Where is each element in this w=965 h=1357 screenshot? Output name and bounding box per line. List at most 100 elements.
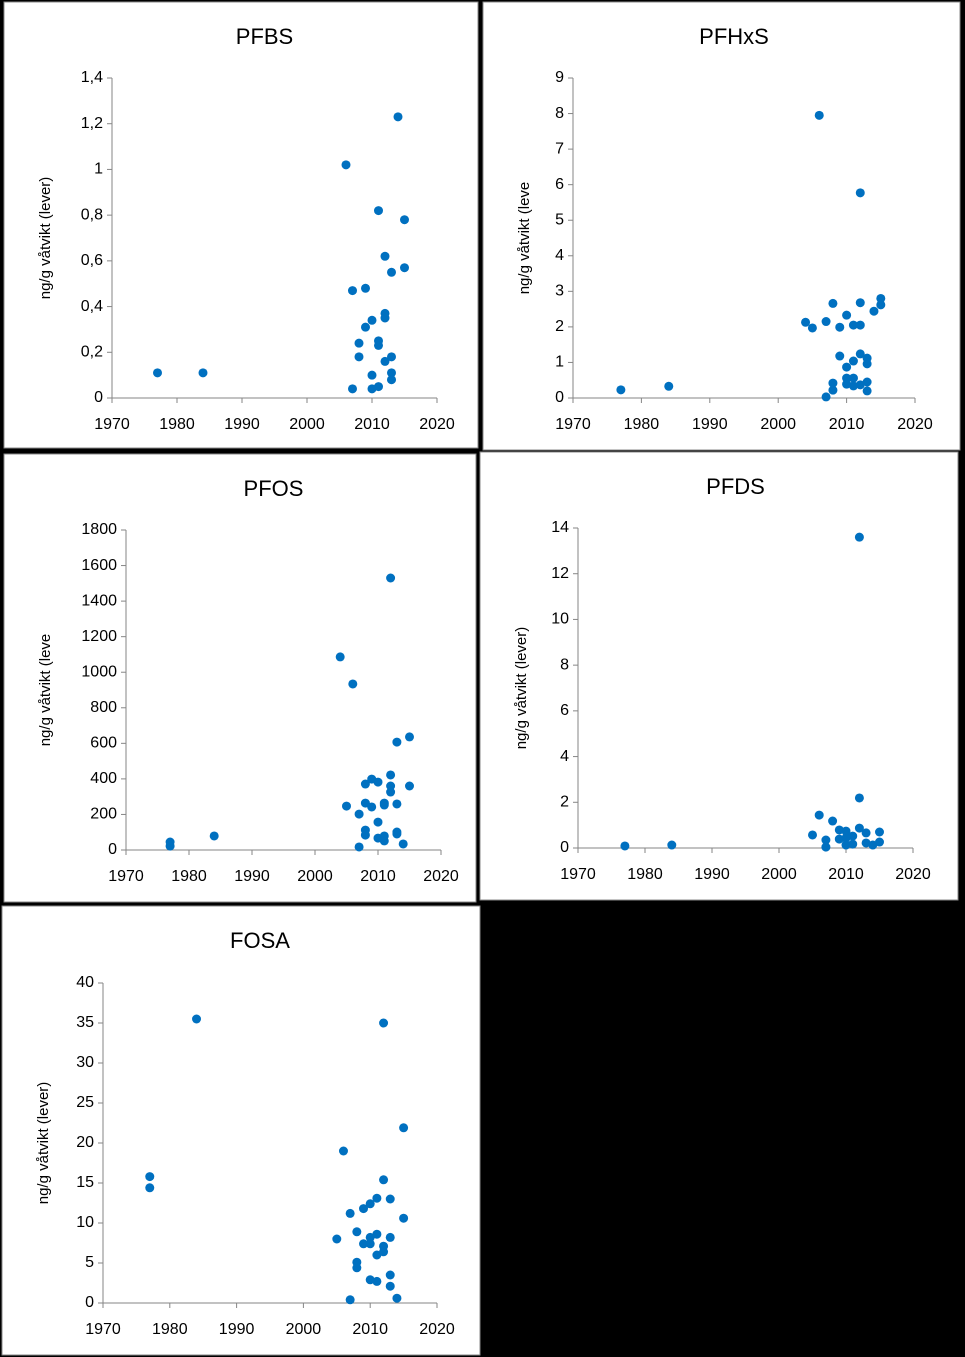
data-point (387, 352, 396, 362)
chart-panel: FOSA ng/g våtvikt (lever) 0 5 10 15 20 25 30 35 40… (1, 905, 481, 1356)
y-tick-label: 7 (555, 140, 564, 157)
data-point (379, 800, 389, 810)
data-point (808, 830, 817, 840)
data-point (354, 842, 364, 852)
y-tick-label: 20 (76, 1134, 94, 1151)
data-point (354, 352, 364, 362)
x-tick-label: 2010 (360, 868, 396, 885)
data-point (385, 1194, 395, 1204)
data-point (875, 827, 884, 837)
data-point (379, 836, 389, 846)
data-point (828, 385, 838, 395)
data-point (361, 322, 370, 332)
data-point (372, 1229, 382, 1239)
data-point (405, 781, 414, 791)
data-point (342, 801, 351, 811)
data-point (352, 1263, 362, 1273)
x-tick-label: 1980 (159, 416, 195, 433)
data-point (814, 110, 824, 120)
y-tick-label: 14 (551, 519, 569, 536)
data-point (332, 1234, 342, 1244)
data-point (367, 370, 377, 380)
x-tick-label: 1980 (627, 866, 663, 883)
data-point (862, 386, 872, 396)
data-point (386, 573, 396, 583)
data-point (868, 840, 878, 850)
x-tick-label: 2010 (829, 416, 865, 433)
y-axis-label: ng/g våtvikt (lever) (37, 177, 54, 300)
y-tick-label: 10 (76, 1214, 94, 1231)
panel-background (3, 1, 479, 449)
x-tick-label: 2000 (760, 416, 796, 433)
y-tick-label: 0 (94, 389, 103, 406)
data-point (848, 320, 858, 330)
data-point (374, 382, 383, 392)
data-point (392, 1293, 402, 1303)
data-point (392, 799, 402, 809)
data-point (359, 1204, 369, 1214)
data-point (855, 188, 865, 198)
data-point (145, 1172, 155, 1182)
panel-background (1, 905, 481, 1356)
y-tick-label: 30 (76, 1054, 94, 1071)
data-point (361, 283, 370, 293)
x-tick-label: 2020 (423, 868, 459, 885)
chart-title: PFBS (236, 24, 293, 49)
data-point (345, 1208, 355, 1218)
x-tick-label: 1970 (555, 416, 591, 433)
y-tick-label: 1,2 (81, 115, 103, 132)
y-tick-label: 1800 (81, 521, 117, 538)
data-point (869, 306, 879, 316)
data-point (841, 840, 851, 850)
y-tick-label: 4 (555, 247, 564, 264)
x-tick-label: 1980 (171, 868, 207, 885)
x-tick-label: 1990 (224, 416, 260, 433)
data-point (828, 378, 838, 388)
data-point (374, 206, 383, 216)
data-point (848, 381, 858, 391)
data-point (801, 317, 811, 327)
data-point (380, 313, 390, 323)
y-tick-label: 40 (76, 974, 94, 991)
y-tick-label: 5 (555, 211, 564, 228)
y-tick-label: 1,4 (81, 69, 103, 86)
chart-panel: PFHxS ng/g våtvikt (leve 0 1 2 3 4 5 6 7 8 9 1970 198… (482, 1, 961, 451)
data-point (400, 215, 409, 225)
data-point (862, 377, 872, 387)
y-tick-label: 35 (76, 1014, 94, 1031)
data-point (380, 356, 390, 366)
data-point (365, 1239, 375, 1249)
data-point (372, 1250, 382, 1260)
panel-background (3, 453, 477, 903)
data-point (821, 392, 831, 402)
data-point (664, 381, 674, 391)
x-tick-label: 1970 (108, 868, 144, 885)
chart-panel: PFOS ng/g våtvikt (leve 0 200 400 600 800 1000 1… (3, 453, 477, 903)
data-point (835, 351, 845, 361)
data-point (828, 298, 838, 308)
data-point (380, 251, 390, 261)
x-tick-label: 2000 (297, 868, 333, 885)
data-point (876, 300, 886, 310)
y-tick-label: 9 (555, 69, 564, 86)
data-point (338, 1146, 348, 1156)
y-tick-label: 12 (551, 565, 569, 582)
data-point (821, 317, 831, 327)
y-tick-label: 1600 (81, 557, 117, 574)
data-point (354, 809, 364, 819)
x-tick-label: 2020 (895, 866, 931, 883)
data-point (145, 1183, 155, 1193)
y-tick-label: 0,8 (81, 206, 103, 223)
data-point (153, 368, 162, 378)
y-tick-label: 0,6 (81, 252, 103, 269)
chart-title: PFOS (244, 476, 304, 501)
data-point (373, 817, 383, 827)
y-tick-label: 8 (555, 105, 564, 122)
y-tick-label: 0 (555, 389, 564, 406)
x-tick-label: 1970 (560, 866, 596, 883)
y-tick-label: 1400 (81, 592, 117, 609)
data-point (667, 840, 677, 850)
data-point (841, 833, 851, 843)
data-point (359, 1239, 369, 1249)
data-point (834, 825, 844, 835)
